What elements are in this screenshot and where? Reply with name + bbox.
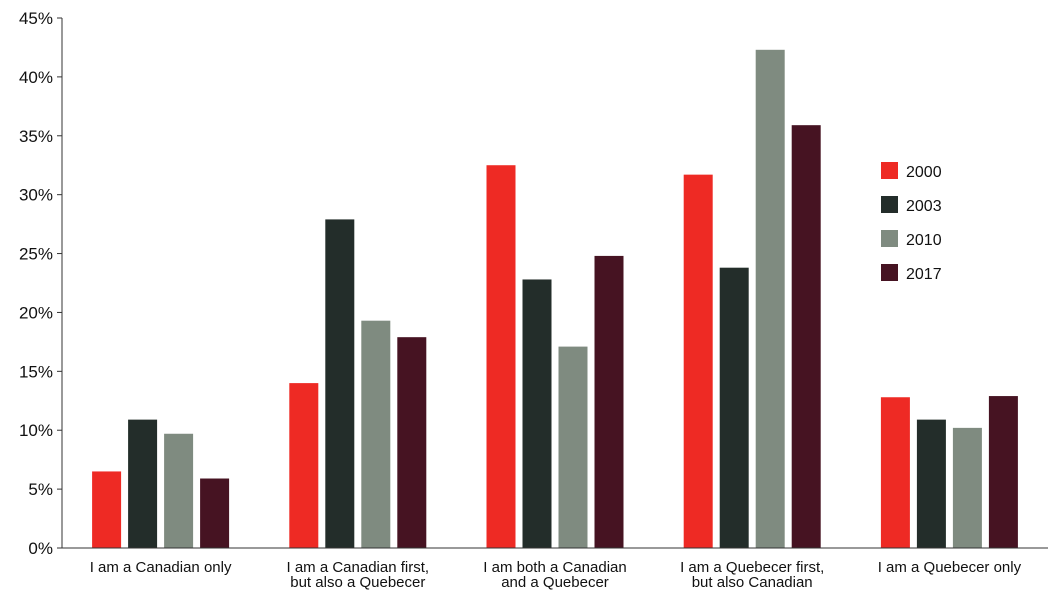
x-category-label-line: I am a Quebecer only	[878, 559, 1022, 576]
x-axis: I am a Canadian only I am a Canadian firs…	[62, 547, 1048, 591]
bar-2003-cat-4	[719, 267, 749, 548]
bar-2003-cat-3	[522, 279, 552, 548]
y-tick-label: 20%	[19, 303, 53, 322]
x-category-label: I am a Quebecer first, but also Canadian	[680, 559, 824, 591]
bar-2000-cat-5	[880, 397, 910, 548]
legend-swatch-2003	[881, 196, 898, 213]
y-tick-label: 40%	[19, 68, 53, 87]
bar-2017-cat-1	[200, 478, 230, 548]
x-category-label-line: I am both a Canadian	[483, 559, 626, 576]
y-tick-label: 25%	[19, 245, 53, 264]
bar-2003-cat-5	[916, 419, 946, 548]
bar-2017-cat-5	[988, 396, 1018, 548]
bar-2000-cat-3	[486, 165, 516, 548]
bar-2010-cat-5	[952, 427, 982, 548]
bar-2017-cat-2	[397, 337, 427, 548]
y-tick-label: 15%	[19, 362, 53, 381]
legend: 2000 2003 2010 2017	[881, 162, 942, 283]
y-tick-label: 35%	[19, 127, 53, 146]
bar-2010-cat-1	[164, 433, 194, 548]
legend-swatch-2000	[881, 162, 898, 179]
x-category-label-line: and a Quebecer	[501, 574, 609, 591]
y-axis: 0% 5% 10% 15% 20% 25% 30% 35% 40% 45%	[19, 9, 63, 558]
bar-2000-cat-4	[683, 174, 713, 548]
y-tick-label: 10%	[19, 421, 53, 440]
x-category-label-line: I am a Quebecer first,	[680, 559, 824, 576]
bar-2017-cat-3	[594, 255, 624, 548]
x-category-label: I am both a Canadian and a Quebecer	[483, 559, 626, 591]
legend-label-2003: 2003	[906, 198, 942, 215]
legend-swatch-2010	[881, 230, 898, 247]
x-category-label-line: I am a Canadian first,	[287, 559, 430, 576]
bar-2000-cat-1	[92, 471, 122, 548]
legend-swatch-2017	[881, 264, 898, 281]
bar-2010-cat-3	[558, 346, 588, 548]
bar-2010-cat-2	[361, 320, 391, 548]
bar-2000-cat-2	[289, 383, 319, 548]
x-category-label-line: but also Canadian	[692, 574, 813, 591]
bar-2003-cat-2	[325, 219, 355, 548]
bar-2003-cat-1	[128, 419, 158, 548]
x-category-label: I am a Quebecer only	[878, 559, 1022, 576]
legend-label-2010: 2010	[906, 232, 942, 249]
x-category-label-line: I am a Canadian only	[90, 559, 232, 576]
legend-label-2000: 2000	[906, 164, 942, 181]
x-category-label: I am a Canadian first, but also a Quebece…	[287, 559, 430, 591]
bar-2017-cat-4	[791, 125, 821, 548]
x-category-label-line: but also a Quebecer	[290, 574, 425, 591]
bars	[92, 49, 1018, 549]
y-tick-label: 0%	[28, 539, 53, 558]
x-category-label: I am a Canadian only	[90, 559, 232, 576]
y-tick-label: 30%	[19, 186, 53, 205]
legend-label-2017: 2017	[906, 266, 942, 283]
y-tick-label: 5%	[28, 480, 53, 499]
y-tick-label: 45%	[19, 9, 53, 28]
bar-2010-cat-4	[755, 49, 785, 549]
